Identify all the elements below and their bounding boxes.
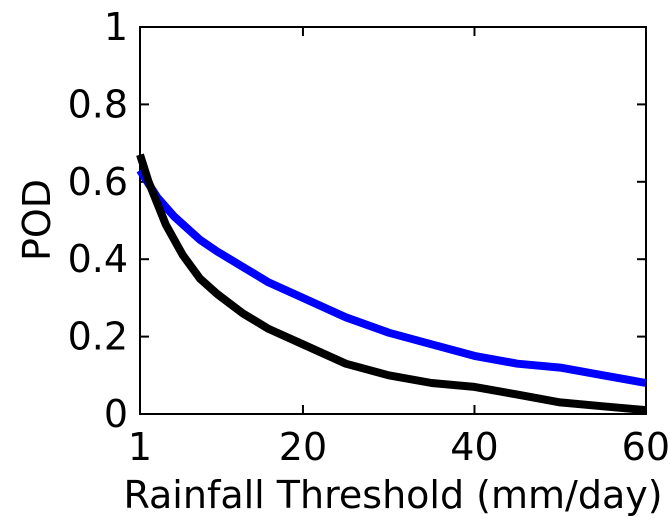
- series-layer: [136, 153, 647, 415]
- plot-frame: [139, 26, 647, 415]
- x-tick-label: 60: [622, 425, 670, 469]
- x-tick-label: 1: [128, 425, 152, 469]
- y-tick-label: 1: [104, 5, 128, 49]
- y-axis: 0 0.2 0.4 0.6 0.8 1: [68, 5, 646, 436]
- y-axis-title: POD: [15, 179, 59, 261]
- y-tick-label: 0.6: [68, 160, 128, 204]
- x-tick-label: 40: [450, 425, 498, 469]
- y-tick-label: 0.4: [68, 237, 128, 281]
- y-tick-label: 0: [104, 392, 128, 436]
- x-axis-title: Rainfall Threshold (mm/day): [123, 473, 662, 517]
- x-tick-label: 20: [279, 425, 327, 469]
- y-tick-label: 0.8: [68, 82, 128, 126]
- series-line-2: [136, 153, 647, 415]
- series-line-1: [136, 168, 647, 387]
- y-tick-label: 0.2: [68, 315, 128, 359]
- x-axis: 1 20 40 60: [128, 27, 670, 469]
